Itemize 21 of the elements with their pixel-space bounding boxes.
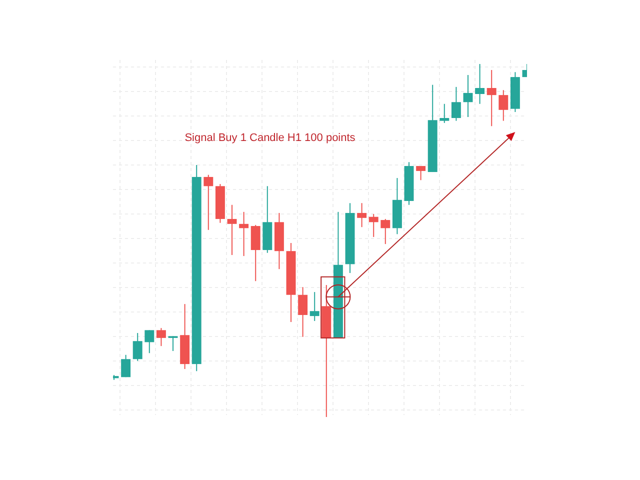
- candlestick: [239, 211, 249, 257]
- candlestick: [486, 70, 496, 127]
- candlestick: [298, 286, 308, 338]
- candlestick: [380, 218, 390, 245]
- candlestick: [416, 166, 426, 181]
- candlestick: [132, 332, 142, 362]
- candlestick: [475, 64, 485, 104]
- candlestick: [121, 354, 131, 378]
- candlestick: [204, 174, 214, 230]
- candlestick: [498, 90, 508, 122]
- candlestick: [310, 292, 320, 322]
- candlestick: [144, 330, 154, 354]
- candlestick: [440, 103, 450, 124]
- candlestick: [451, 86, 461, 122]
- annotation: Signal Buy 1 Candle H1 100 points: [184, 132, 356, 144]
- candlestick: [357, 202, 367, 228]
- candlestick: [227, 204, 237, 256]
- candlestick: [156, 328, 166, 347]
- candlestick: [368, 214, 378, 238]
- candlestick: [168, 336, 178, 352]
- candlestick: [463, 74, 473, 118]
